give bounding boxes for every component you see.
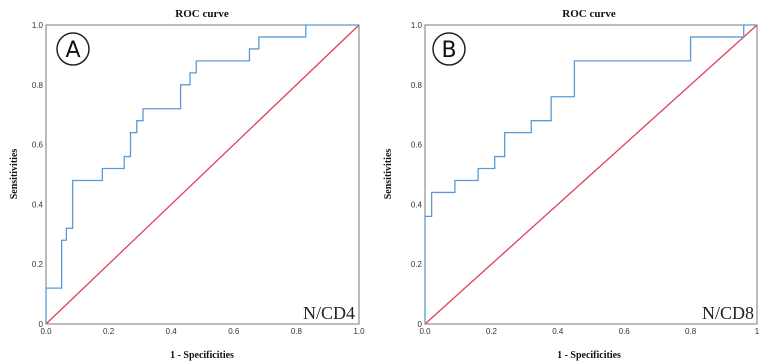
roc-curve [45, 24, 359, 324]
y-tick-label: 0.6 [411, 141, 423, 150]
x-tick-label: 0.6 [619, 327, 631, 336]
chart-lines [424, 24, 758, 325]
panel-letter: A [65, 38, 80, 63]
roc-chart-b: ROC curve B N/CD8 1 - Specificities Sens… [383, 8, 759, 361]
tick-labels: 0.0 0.2 0.4 0.6 0.8 1.0 0 0.2 0.4 0.6 0.8 1.0 [32, 21, 365, 336]
y-tick-label: 0.6 [32, 141, 44, 150]
x-tick-label: 0.2 [486, 327, 498, 336]
y-tick-label: 0.4 [411, 200, 423, 209]
chart-lines [45, 24, 360, 325]
roc-chart-a: ROC curve A N/CD4 1 - Specificities Sens… [9, 8, 365, 361]
x-tick-label: 1 [755, 327, 759, 336]
x-tick-label: 0.0 [419, 327, 431, 336]
y-tick-label: 0.2 [32, 260, 44, 269]
x-tick-label: 1.0 [353, 327, 365, 336]
y-tick-label: 0.4 [32, 200, 44, 209]
y-tick-label: 0.8 [32, 81, 44, 90]
x-tick-label: 0.2 [103, 327, 115, 336]
panel-badge [56, 32, 90, 66]
y-tick-label: 0.8 [411, 81, 423, 90]
x-tick-label: 0.8 [291, 327, 303, 336]
plot-frame [45, 24, 360, 325]
x-tick-label: 0.0 [40, 327, 52, 336]
x-tick-label: 0.4 [552, 327, 564, 336]
tick-labels: 0.0 0.2 0.4 0.6 0.8 1 0 0.2 0.4 0.6 0.8 1.0 [411, 21, 759, 336]
x-axis-label: 1 - Specificities [557, 350, 621, 361]
x-tick-label: 0.6 [228, 327, 240, 336]
panel-badge [432, 32, 466, 66]
panel-letter: B [441, 38, 456, 63]
y-tick-label: 1.0 [411, 21, 423, 30]
y-tick-label: 0.2 [411, 260, 423, 269]
roc-panel-b: ROC curve B N/CD8 1 - Specificities Sens… [380, 0, 759, 363]
reference-line [424, 24, 758, 325]
y-tick-label: 0 [39, 320, 44, 329]
reference-line [45, 24, 360, 325]
x-axis-label: 1 - Specificities [170, 350, 234, 361]
y-axis-label: Sensitivities [383, 149, 394, 200]
corner-label: N/CD4 [303, 303, 355, 323]
corner-label: N/CD8 [702, 303, 754, 323]
y-tick-label: 1.0 [32, 21, 44, 30]
roc-curve [424, 24, 757, 324]
chart-title: ROC curve [175, 8, 229, 20]
x-tick-label: 0.8 [685, 327, 697, 336]
y-axis-label: Sensitivities [9, 149, 20, 200]
x-tick-label: 0.4 [166, 327, 178, 336]
chart-title: ROC curve [562, 8, 616, 20]
y-tick-label: 0 [418, 320, 423, 329]
plot-frame [424, 24, 758, 325]
roc-panel-a: ROC curve A N/CD4 1 - Specificities Sens… [0, 0, 379, 363]
